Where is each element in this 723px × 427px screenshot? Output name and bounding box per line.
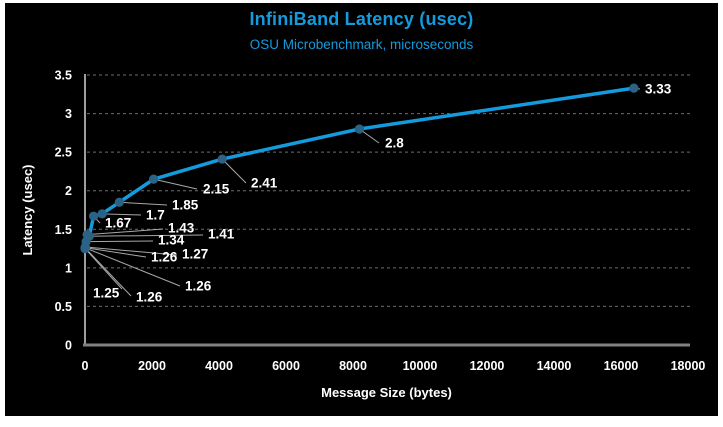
- x-tick-label: 2000: [138, 359, 166, 373]
- data-point-label: 1.25: [93, 286, 120, 301]
- data-point-label: 2.41: [251, 176, 278, 191]
- y-tick-label: 2.5: [55, 146, 72, 160]
- data-point: [354, 124, 365, 134]
- x-axis-title: Message Size (bytes): [321, 385, 452, 400]
- data-point: [114, 197, 124, 207]
- data-point-label: 1.67: [105, 216, 131, 231]
- callout-leader-line: [85, 246, 178, 256]
- callout-leader-line: [84, 247, 132, 297]
- data-point-label: 1.85: [172, 198, 199, 213]
- data-point: [217, 154, 227, 164]
- data-point-label: 1.7: [146, 208, 165, 223]
- y-tick-label: 3.5: [55, 69, 72, 83]
- data-point-label: 1.26: [136, 290, 163, 305]
- x-tick-label: 4000: [205, 359, 233, 373]
- y-tick-label: 0: [65, 339, 72, 353]
- y-tick-label: 1: [65, 261, 72, 275]
- x-tick-label: 6000: [272, 359, 300, 373]
- data-point: [97, 209, 107, 219]
- callout-leader-line: [102, 213, 142, 216]
- callout-leader-line: [86, 240, 154, 243]
- x-tick-label: 8000: [339, 359, 367, 373]
- x-tick-label: 12000: [470, 359, 505, 373]
- y-tick-label: 3: [65, 107, 72, 121]
- data-point-label: 1.41: [208, 227, 235, 242]
- chart-title: InfiniBand Latency (usec): [249, 9, 474, 29]
- x-tick-label: 16000: [604, 359, 639, 373]
- data-point: [84, 231, 94, 241]
- x-tick-label: 18000: [671, 359, 706, 373]
- data-point: [149, 174, 159, 184]
- data-point-label: 1.27: [182, 247, 208, 262]
- data-point: [88, 211, 99, 221]
- x-tick-label: 14000: [537, 359, 572, 373]
- callout-leader-line: [85, 247, 147, 258]
- callout-leader-line: [89, 234, 204, 237]
- chart-panel: [5, 3, 718, 416]
- data-point-label: 2.15: [203, 182, 230, 197]
- callout-leader-line: [221, 158, 247, 184]
- callout-leader-line: [153, 178, 198, 190]
- callout-leader-line: [87, 228, 164, 236]
- data-point-label: 1.34: [158, 233, 185, 248]
- y-tick-label: 0.5: [55, 300, 72, 314]
- data-point: [629, 83, 639, 93]
- callout-leader-line: [84, 247, 181, 287]
- data-point-label: 3.33: [645, 82, 672, 97]
- data-point-label: 1.43: [168, 221, 195, 236]
- x-tick-label: 10000: [403, 359, 438, 373]
- callout-leader-line: [119, 201, 168, 206]
- callout-leader-line: [84, 248, 123, 290]
- y-tick-label: 1.5: [55, 223, 72, 237]
- data-point-label: 1.26: [185, 279, 212, 294]
- x-tick-label: 0: [82, 359, 89, 373]
- chart-subtitle: OSU Microbenchmark, microseconds: [249, 37, 474, 52]
- data-point-label: 2.8: [385, 136, 404, 151]
- data-point-label: 1.26: [151, 250, 178, 265]
- y-tick-label: 2: [65, 184, 72, 198]
